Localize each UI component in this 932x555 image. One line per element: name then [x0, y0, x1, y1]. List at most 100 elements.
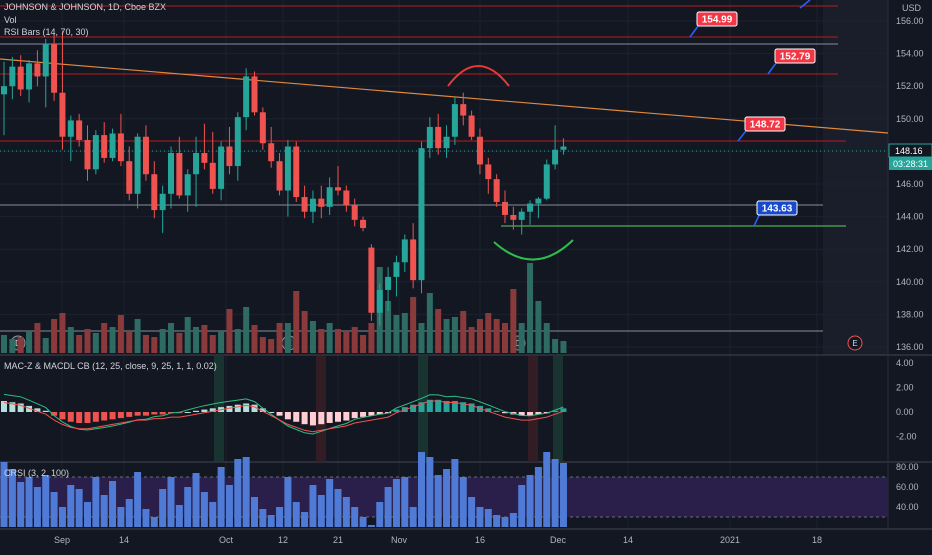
volume-bar	[51, 319, 58, 353]
price-tick-label: 142.00	[896, 244, 924, 254]
price-tick-label: 138.00	[896, 309, 924, 319]
candle-body	[226, 146, 233, 167]
candle-body	[293, 146, 300, 198]
time-tick-label: Sep	[54, 535, 70, 545]
volume-bar	[460, 311, 467, 353]
countdown-label: 03:28:31	[893, 159, 928, 169]
signal-band	[316, 356, 326, 462]
callout-pointer	[799, 0, 811, 9]
volume-bar	[92, 333, 99, 353]
macd-tick-label: 4.00	[896, 358, 914, 368]
volume-layer	[1, 263, 567, 353]
macz-bar	[259, 408, 266, 412]
crsi-bar	[75, 489, 83, 527]
descending-trendline	[0, 58, 889, 134]
volume-bar	[284, 323, 291, 353]
macz-bar	[410, 404, 417, 412]
candle-body	[92, 135, 99, 170]
candle-body	[510, 214, 517, 220]
crsi-bar	[534, 467, 542, 527]
macz-bar	[1, 401, 7, 412]
candle-body	[518, 211, 525, 220]
candle-body	[176, 153, 183, 196]
crsi-bar	[551, 459, 559, 527]
candle-body	[109, 133, 116, 158]
macz-bar	[17, 403, 24, 412]
crsi-bar	[443, 469, 451, 527]
time-tick-label: 14	[623, 535, 633, 545]
candle-body	[309, 198, 316, 212]
price-callout-box	[774, 48, 816, 64]
candle-body	[243, 76, 250, 118]
volume-bar	[301, 311, 308, 353]
macz-bar	[493, 410, 500, 412]
price-tick-label: 140.00	[896, 277, 924, 287]
crsi-bar	[159, 489, 167, 527]
event-marker-label: D	[515, 339, 521, 348]
volume-bar	[518, 323, 525, 353]
candle-body	[418, 148, 425, 281]
crsi-bar	[317, 495, 325, 527]
volume-bar	[368, 323, 375, 353]
price-callout-box	[744, 116, 786, 132]
macd-tick-label: -2.00	[896, 431, 917, 441]
macz-bar	[293, 412, 300, 422]
crsi-bar	[351, 507, 359, 527]
candle-body	[101, 135, 108, 158]
volume-bar	[184, 317, 191, 353]
volume-bar	[318, 329, 325, 353]
crsi-bar	[259, 509, 267, 527]
macz-bar	[318, 412, 325, 425]
crsi-bar	[367, 525, 375, 527]
volume-bar	[426, 293, 433, 353]
candle-body	[401, 239, 408, 263]
volume-bar	[193, 327, 200, 353]
candle-body	[84, 139, 91, 170]
volume-bar	[109, 327, 116, 353]
macz-bar	[51, 412, 58, 416]
macz-bar	[42, 410, 49, 412]
crsi-bar	[342, 497, 350, 527]
candle-body	[368, 247, 375, 313]
price-tick-label: 150.00	[896, 114, 924, 124]
macz-bar	[552, 410, 559, 412]
crsi-tick-label: 40.00	[896, 502, 919, 512]
currency-label: USD	[902, 3, 922, 13]
volume-bar	[218, 331, 225, 353]
volume-bar	[543, 323, 550, 353]
candle-body	[168, 153, 174, 194]
macz-bar	[209, 408, 216, 412]
macz-bar	[535, 412, 542, 415]
volume-bar	[468, 327, 475, 353]
crsi-bar	[184, 487, 192, 527]
volume-bar	[42, 338, 49, 353]
macz-bar	[443, 401, 450, 412]
volume-bar	[9, 339, 16, 353]
candle-body	[326, 187, 333, 207]
crsi-bar	[142, 509, 150, 527]
candle-body	[460, 104, 467, 116]
crsi-bar	[267, 515, 275, 527]
crsi-bar	[484, 509, 492, 527]
candle-body	[76, 120, 83, 140]
price-tick-label: 144.00	[896, 212, 924, 222]
crsi-bar	[326, 479, 334, 527]
crsi-bar	[418, 452, 425, 527]
crsi-bar	[209, 502, 217, 527]
crsi-bar	[476, 507, 484, 527]
crsi-bar	[0, 462, 8, 527]
crsi-bar	[150, 517, 158, 527]
volume-bar	[134, 319, 141, 353]
time-tick-label: 14	[119, 535, 129, 545]
volume-bar	[59, 313, 66, 353]
macdl-line	[3, 393, 564, 435]
macz-bar	[159, 412, 166, 415]
volume-bar	[201, 325, 208, 353]
candle-body	[42, 43, 49, 77]
macz-bar	[468, 403, 475, 412]
macz-bar	[460, 402, 467, 412]
volume-bar	[251, 325, 258, 353]
